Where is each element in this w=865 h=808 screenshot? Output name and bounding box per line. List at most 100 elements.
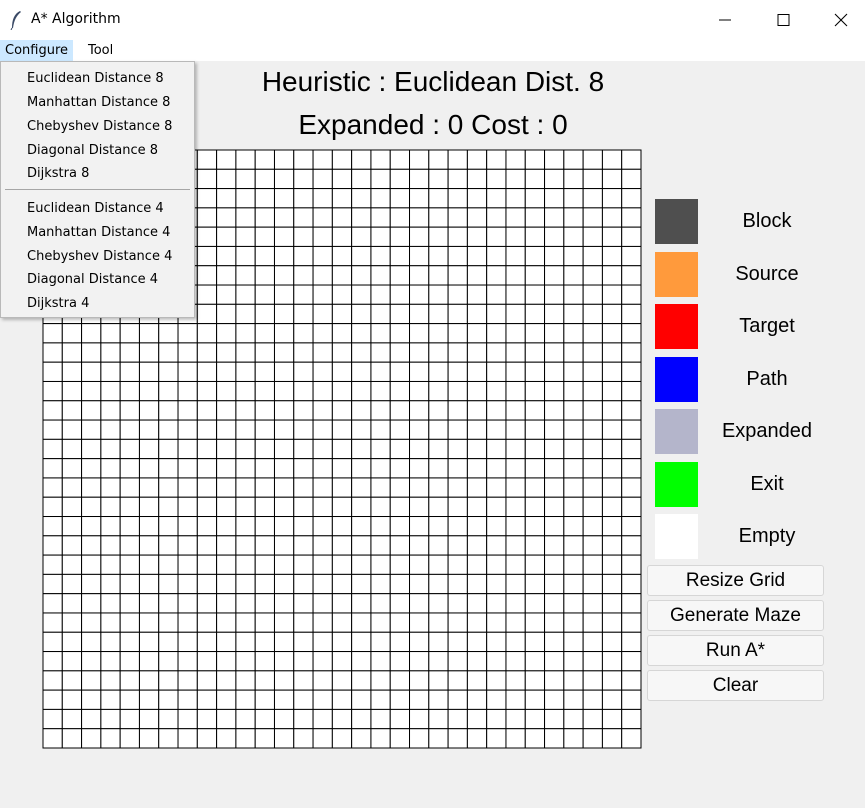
grid-cell[interactable]: [524, 419, 546, 440]
grid-cell[interactable]: [235, 207, 256, 228]
grid-cell[interactable]: [81, 573, 102, 595]
grid-cell[interactable]: [351, 631, 372, 653]
grid-cell[interactable]: [601, 188, 623, 209]
grid-cell[interactable]: [138, 516, 160, 537]
grid-cell[interactable]: [81, 516, 102, 537]
grid-cell[interactable]: [100, 535, 121, 556]
grid-cell[interactable]: [312, 631, 333, 653]
grid-cell[interactable]: [293, 400, 314, 421]
grid-cell[interactable]: [312, 651, 333, 672]
grid-cell[interactable]: [563, 303, 584, 325]
grid-cell[interactable]: [293, 458, 314, 479]
grid-cell[interactable]: [196, 342, 218, 363]
grid-cell[interactable]: [42, 438, 63, 460]
grid-canvas[interactable]: [42, 149, 642, 749]
grid-cell[interactable]: [177, 342, 198, 363]
grid-cell[interactable]: [601, 554, 623, 575]
grid-cell[interactable]: [505, 168, 526, 190]
grid-cell[interactable]: [216, 342, 237, 363]
grid-cell[interactable]: [389, 631, 411, 653]
grid-cell[interactable]: [235, 516, 256, 537]
grid-cell[interactable]: [293, 226, 314, 247]
grid-cell[interactable]: [331, 284, 353, 305]
grid-cell[interactable]: [409, 361, 430, 382]
grid-cell[interactable]: [42, 496, 63, 518]
grid-cell[interactable]: [158, 496, 179, 518]
grid-cell[interactable]: [601, 689, 623, 710]
grid-cell[interactable]: [621, 226, 642, 247]
grid-cell[interactable]: [158, 516, 179, 537]
grid-cell[interactable]: [447, 631, 468, 653]
grid-cell[interactable]: [293, 284, 314, 305]
grid-cell[interactable]: [447, 593, 468, 614]
grid-cell[interactable]: [563, 380, 584, 402]
grid-cell[interactable]: [601, 168, 623, 190]
grid-cell[interactable]: [621, 284, 642, 305]
grid-cell[interactable]: [331, 728, 353, 749]
grid-cell[interactable]: [544, 573, 565, 595]
grid-cell[interactable]: [293, 728, 314, 749]
grid-cell[interactable]: [158, 631, 179, 653]
grid-cell[interactable]: [119, 651, 140, 672]
grid-cell[interactable]: [466, 265, 488, 286]
grid-cell[interactable]: [331, 612, 353, 633]
grid-cell[interactable]: [428, 728, 449, 749]
grid-cell[interactable]: [389, 168, 411, 190]
grid-cell[interactable]: [312, 303, 333, 325]
grid-cell[interactable]: [621, 593, 642, 614]
grid-cell[interactable]: [196, 535, 218, 556]
grid-cell[interactable]: [196, 708, 218, 730]
grid-cell[interactable]: [61, 419, 83, 440]
grid-cell[interactable]: [389, 226, 411, 247]
grid-cell[interactable]: [524, 380, 546, 402]
grid-cell[interactable]: [524, 342, 546, 363]
grid-cell[interactable]: [428, 380, 449, 402]
grid-cell[interactable]: [235, 303, 256, 325]
grid-cell[interactable]: [505, 438, 526, 460]
grid-cell[interactable]: [409, 303, 430, 325]
grid-cell[interactable]: [505, 188, 526, 209]
grid-cell[interactable]: [177, 419, 198, 440]
grid-cell[interactable]: [351, 477, 372, 498]
grid-cell[interactable]: [273, 477, 295, 498]
grid-cell[interactable]: [61, 516, 83, 537]
grid-cell[interactable]: [524, 728, 546, 749]
grid-cell[interactable]: [138, 651, 160, 672]
grid-cell[interactable]: [505, 149, 526, 170]
grid-cell[interactable]: [601, 303, 623, 325]
grid-cell[interactable]: [100, 612, 121, 633]
grid-cell[interactable]: [466, 612, 488, 633]
grid-cell[interactable]: [138, 419, 160, 440]
grid-cell[interactable]: [119, 554, 140, 575]
grid-cell[interactable]: [486, 380, 507, 402]
grid-cell[interactable]: [216, 284, 237, 305]
grid-cell[interactable]: [447, 284, 468, 305]
grid-cell[interactable]: [466, 631, 488, 653]
grid-cell[interactable]: [505, 400, 526, 421]
grid-cell[interactable]: [544, 689, 565, 710]
grid-cell[interactable]: [563, 689, 584, 710]
grid-cell[interactable]: [428, 419, 449, 440]
grid-cell[interactable]: [119, 612, 140, 633]
grid-cell[interactable]: [524, 400, 546, 421]
grid-cell[interactable]: [100, 496, 121, 518]
grid-cell[interactable]: [254, 188, 275, 209]
grid-cell[interactable]: [544, 149, 565, 170]
grid-cell[interactable]: [158, 342, 179, 363]
grid-cell[interactable]: [409, 458, 430, 479]
grid-cell[interactable]: [389, 361, 411, 382]
grid-cell[interactable]: [466, 380, 488, 402]
grid-cell[interactable]: [158, 438, 179, 460]
grid-cell[interactable]: [100, 573, 121, 595]
grid-cell[interactable]: [351, 226, 372, 247]
grid-cell[interactable]: [42, 380, 63, 402]
grid-cell[interactable]: [254, 651, 275, 672]
grid-cell[interactable]: [601, 496, 623, 518]
grid-cell[interactable]: [331, 303, 353, 325]
grid-cell[interactable]: [447, 342, 468, 363]
grid-cell[interactable]: [563, 438, 584, 460]
grid-cell[interactable]: [61, 342, 83, 363]
grid-cell[interactable]: [235, 612, 256, 633]
grid-cell[interactable]: [100, 670, 121, 691]
close-button[interactable]: [812, 0, 865, 40]
